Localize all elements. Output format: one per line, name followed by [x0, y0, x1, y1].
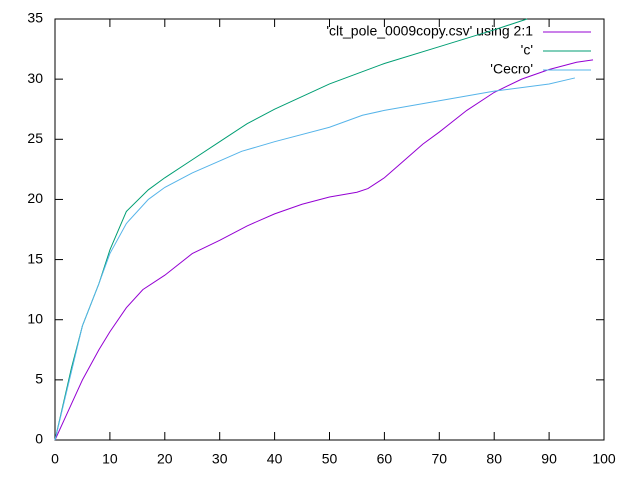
- x-tick-label: 10: [102, 451, 118, 467]
- y-tick-label: 25: [27, 130, 43, 146]
- y-tick-label: 35: [27, 10, 43, 26]
- x-tick-label: 60: [377, 451, 393, 467]
- y-tick-label: 15: [27, 250, 43, 266]
- legend-label: 'clt_pole_0009copy.csv' using 2:1: [326, 23, 533, 39]
- y-tick-label: 30: [27, 70, 43, 86]
- x-tick-label: 90: [541, 451, 557, 467]
- y-tick-label: 20: [27, 190, 43, 206]
- y-tick-label: 10: [27, 310, 43, 326]
- x-tick-label: 100: [592, 451, 616, 467]
- x-tick-label: 40: [267, 451, 283, 467]
- x-tick-label: 70: [432, 451, 448, 467]
- x-tick-label: 0: [51, 451, 59, 467]
- x-tick-label: 30: [212, 451, 228, 467]
- x-tick-label: 20: [157, 451, 173, 467]
- series-line: [54, 77, 576, 441]
- y-tick-label: 0: [35, 431, 43, 447]
- series-line: [54, 59, 594, 441]
- legend-label: 'Cecro': [490, 61, 533, 77]
- x-tick-label: 50: [322, 451, 338, 467]
- y-tick-label: 5: [35, 371, 43, 387]
- legend-label: 'c': [521, 42, 533, 58]
- x-tick-label: 80: [486, 451, 502, 467]
